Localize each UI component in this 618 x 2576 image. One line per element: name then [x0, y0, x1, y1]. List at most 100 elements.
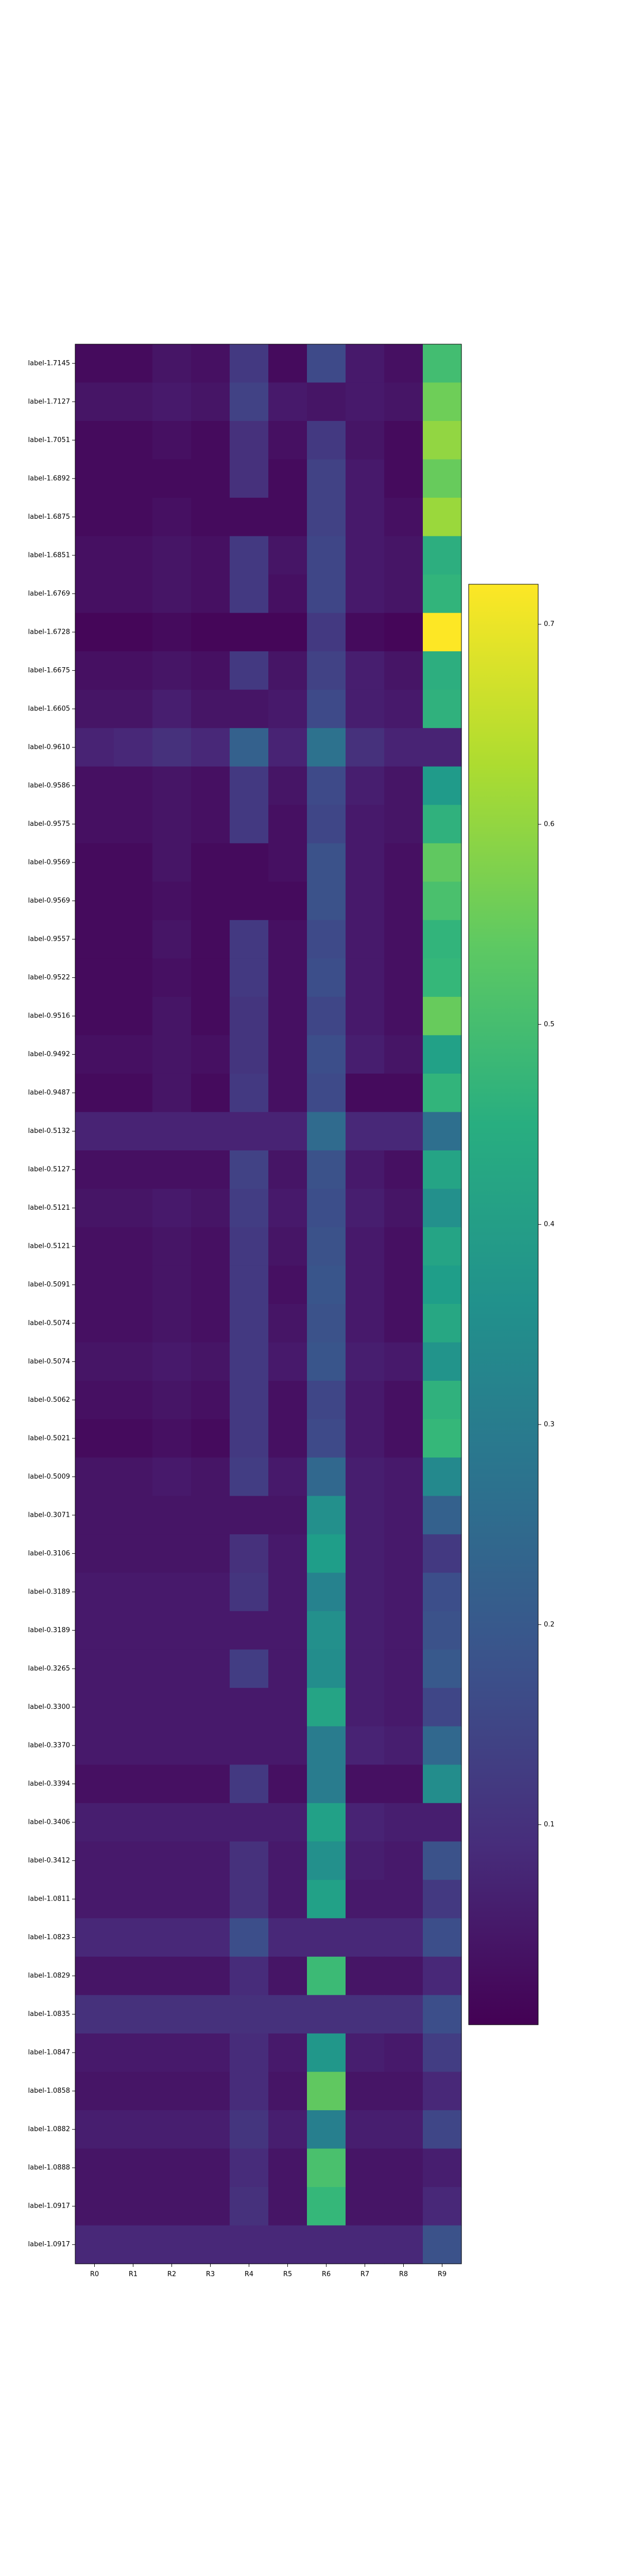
heatmap-cell [268, 1995, 307, 2034]
heatmap-cell [191, 728, 230, 767]
heatmap-cell [230, 574, 269, 614]
column-label: R7 [360, 2270, 369, 2278]
heatmap-cell [114, 1841, 153, 1880]
heatmap-cell [230, 882, 269, 921]
heatmap-cell [384, 1189, 423, 1228]
heatmap-cell [423, 2072, 462, 2111]
row-label: label-0.3412 [28, 1857, 70, 1865]
heatmap-cell [191, 459, 230, 498]
heatmap-cell [384, 1803, 423, 1842]
heatmap-cell [230, 2110, 269, 2149]
row-label: label-0.9557 [28, 936, 70, 943]
heatmap-cell [346, 459, 385, 498]
row-label: label-1.7127 [28, 398, 70, 405]
heatmap-cell [114, 2148, 153, 2188]
heatmap-cell [384, 728, 423, 767]
heatmap-cell [152, 843, 192, 882]
row-label: label-1.0823 [28, 1934, 70, 1941]
heatmap-cell [114, 1342, 153, 1381]
heatmap-cell [191, 1073, 230, 1112]
heatmap-cell [423, 1765, 462, 1804]
row-label: label-0.5127 [28, 1166, 70, 1174]
heatmap-cell [307, 2033, 346, 2072]
heatmap-cell [191, 574, 230, 614]
heatmap-cell [191, 613, 230, 652]
heatmap-cell [230, 843, 269, 882]
heatmap-cell [75, 459, 114, 498]
heatmap-cell [75, 1419, 114, 1458]
row-label: label-0.9575 [28, 820, 70, 828]
heatmap-cell [384, 1458, 423, 1497]
heatmap-cell [423, 1611, 462, 1650]
heatmap-cell [268, 344, 307, 383]
heatmap-cell [423, 1496, 462, 1535]
heatmap-cell [268, 766, 307, 805]
heatmap-cell [423, 958, 462, 997]
heatmap-cell [114, 1073, 153, 1112]
row-label: label-1.0858 [28, 2087, 70, 2095]
heatmap-cell [307, 651, 346, 690]
heatmap-cell [307, 1611, 346, 1650]
heatmap-cell [191, 1419, 230, 1458]
heatmap-cell [75, 1458, 114, 1497]
heatmap-cell [346, 689, 385, 728]
heatmap-cell [191, 843, 230, 882]
heatmap-cell [191, 1918, 230, 1957]
row-label: label-1.0917 [28, 2241, 70, 2248]
heatmap-cell [268, 882, 307, 921]
heatmap-cell [423, 498, 462, 537]
heatmap-cell [191, 996, 230, 1036]
heatmap-cell [423, 1726, 462, 1765]
heatmap-cell [114, 2072, 153, 2111]
heatmap-cell [346, 1073, 385, 1112]
row-label: label-1.6892 [28, 474, 70, 482]
heatmap-cell [114, 1112, 153, 1151]
heatmap-cell [346, 1534, 385, 1573]
heatmap-cell [230, 996, 269, 1036]
heatmap-cell [307, 574, 346, 614]
heatmap-cell [307, 1688, 346, 1727]
heatmap-cell [230, 2187, 269, 2226]
heatmap-cell [346, 1381, 385, 1420]
heatmap-cell [423, 1304, 462, 1343]
heatmap-cell [152, 1841, 192, 1880]
heatmap-cell [423, 996, 462, 1036]
heatmap-cell [346, 996, 385, 1036]
heatmap-cell [384, 1572, 423, 1612]
heatmap-cell [307, 1112, 346, 1151]
heatmap-cell [307, 766, 346, 805]
heatmap-cell [152, 613, 192, 652]
row-label: label-0.9492 [28, 1050, 70, 1058]
heatmap-cell [230, 421, 269, 460]
row-label: label-1.0882 [28, 2126, 70, 2133]
heatmap-cell [346, 958, 385, 997]
heatmap-cell [307, 728, 346, 767]
heatmap-cell [268, 613, 307, 652]
heatmap-cell [268, 1150, 307, 1190]
heatmap-cell [152, 1879, 192, 1919]
heatmap-cell [152, 1572, 192, 1612]
heatmap-cell [268, 728, 307, 767]
row-label: label-1.6728 [28, 628, 70, 636]
colorbar-tick-label: 0.6 [544, 821, 555, 828]
heatmap-cell [191, 344, 230, 383]
heatmap-cell [75, 1956, 114, 1995]
heatmap-cells [75, 344, 462, 2264]
heatmap-cell [152, 1035, 192, 1074]
heatmap-cell [191, 2072, 230, 2111]
heatmap-cell [346, 382, 385, 421]
heatmap-cell [384, 1112, 423, 1151]
row-label: label-0.5121 [28, 1243, 70, 1250]
colorbar-tick-label: 0.7 [544, 620, 555, 628]
heatmap-cell [75, 1688, 114, 1727]
heatmap-cell [268, 2187, 307, 2226]
heatmap-cell [114, 882, 153, 921]
heatmap-cell [307, 2187, 346, 2226]
heatmap-cell [230, 1304, 269, 1343]
heatmap-cell [114, 613, 153, 652]
row-label: label-0.5074 [28, 1319, 70, 1327]
row-label: label-0.9610 [28, 743, 70, 751]
heatmap-cell [384, 1841, 423, 1880]
heatmap-cell [230, 344, 269, 383]
